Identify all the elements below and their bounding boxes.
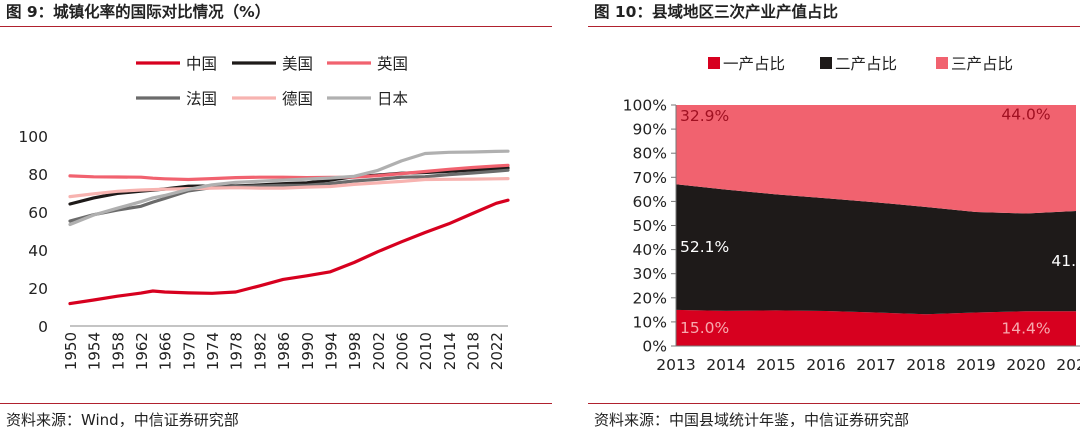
right-figure-title: 图 10：县域地区三次产业产值占比	[594, 3, 838, 21]
x-tick-label: 2002	[370, 332, 388, 370]
y-tick-label: 0	[38, 318, 48, 336]
right-figure-panel: 图 10：县域地区三次产业产值占比 一产占比 二产占比 三产占比 0% 10% 20% 30…	[580, 0, 1080, 435]
x-tick-label: 1978	[228, 332, 246, 370]
y-tick-label: 20	[28, 280, 48, 298]
series-line-日本	[68, 149, 510, 227]
left-figure-panel: 图 9：城镇化率的国际对比情况（%） 中国 美国 英国法国 德国 日本 0 20 40 60 80…	[0, 3, 552, 429]
y-tick-label: 10%	[633, 313, 667, 331]
area-二产占比	[676, 184, 1076, 315]
y-tick-label: 70%	[633, 169, 667, 187]
x-tick-label: 2014	[706, 356, 745, 374]
left-source-note: 资料来源：Wind，中信证券研究部	[6, 411, 239, 429]
left-source-rule	[0, 403, 552, 404]
x-tick-label: 2018	[464, 332, 482, 370]
area-三产占比	[676, 105, 1076, 214]
right-title-rule	[588, 26, 1080, 27]
legend-label-0: 中国	[186, 55, 217, 73]
x-tick-label: 2015	[756, 356, 795, 374]
left-title-rule	[0, 26, 552, 27]
x-tick-label: 2010	[417, 332, 435, 370]
legend-swatch-1	[820, 57, 832, 69]
x-tick-label: 1998	[346, 332, 364, 370]
left-figure-title: 图 9：城镇化率的国际对比情况（%）	[6, 3, 271, 21]
legend-label-5: 日本	[377, 90, 408, 108]
legend-swatch-2	[936, 57, 948, 69]
legend-swatch-0	[708, 57, 720, 69]
data-label: 44.0%	[1001, 106, 1050, 124]
y-tick-label: 80%	[633, 145, 667, 163]
series-line-中国	[68, 198, 510, 306]
x-tick-label: 2006	[393, 332, 411, 370]
right-source-rule	[588, 403, 1080, 404]
y-tick-label: 80	[28, 166, 48, 184]
x-tick-label: 2019	[956, 356, 995, 374]
x-tick-label: 2021	[1056, 356, 1080, 374]
x-tick-label: 2013	[656, 356, 695, 374]
x-tick-label: 1974	[204, 332, 222, 370]
x-tick-label: 1970	[180, 332, 198, 370]
y-tick-label: 100	[18, 128, 48, 146]
y-tick-label: 60%	[633, 193, 667, 211]
x-tick-label: 2014	[441, 332, 459, 370]
legend-label-2: 三产占比	[951, 55, 1013, 73]
industry-share-area-chart: 一产占比 二产占比 三产占比 0% 10% 20% 30% 40% 50% 60% 70% 80% 90…	[623, 55, 1080, 374]
data-label: 52.1%	[680, 238, 729, 256]
area-一产占比	[676, 309, 1076, 346]
data-label: 41.6%	[1051, 252, 1080, 270]
y-tick-label: 20%	[633, 289, 667, 307]
legend-label-2: 英国	[377, 55, 408, 73]
legend-label-3: 法国	[186, 90, 217, 108]
x-tick-label: 1958	[109, 332, 127, 370]
right-source-note: 资料来源：中国县域统计年鉴，中信证券研究部	[594, 411, 910, 429]
y-tick-label: 0%	[642, 338, 667, 356]
series-line-德国	[68, 177, 510, 199]
x-tick-label: 1986	[275, 332, 293, 370]
series-line-法国	[68, 168, 510, 223]
x-tick-label: 2017	[856, 356, 895, 374]
series-line-英国	[68, 163, 510, 182]
x-tick-label: 1982	[251, 332, 269, 370]
data-label: 32.9%	[680, 107, 729, 125]
y-tick-label: 30%	[633, 265, 667, 283]
x-tick-label: 2022	[488, 332, 506, 370]
x-tick-label: 2020	[1006, 356, 1045, 374]
legend-label-0: 一产占比	[723, 55, 785, 73]
x-tick-label: 1966	[157, 332, 175, 370]
y-tick-label: 40	[28, 242, 48, 260]
data-label: 14.4%	[1001, 320, 1050, 338]
legend-label-4: 德国	[282, 90, 313, 108]
x-tick-label: 1954	[86, 332, 104, 370]
data-label: 15.0%	[680, 319, 729, 337]
x-tick-label: 1990	[299, 332, 317, 370]
legend-label-1: 美国	[282, 55, 313, 73]
x-tick-label: 2018	[906, 356, 945, 374]
legend-label-1: 二产占比	[835, 55, 897, 73]
x-tick-label: 1994	[322, 332, 340, 370]
y-tick-label: 50%	[633, 217, 667, 235]
y-tick-label: 100%	[623, 97, 667, 115]
x-tick-label: 1962	[133, 332, 151, 370]
y-tick-label: 60	[28, 204, 48, 222]
x-tick-label: 2016	[806, 356, 845, 374]
y-tick-label: 90%	[633, 121, 667, 139]
x-tick-label: 1950	[62, 332, 80, 370]
y-tick-label: 40%	[633, 241, 667, 259]
